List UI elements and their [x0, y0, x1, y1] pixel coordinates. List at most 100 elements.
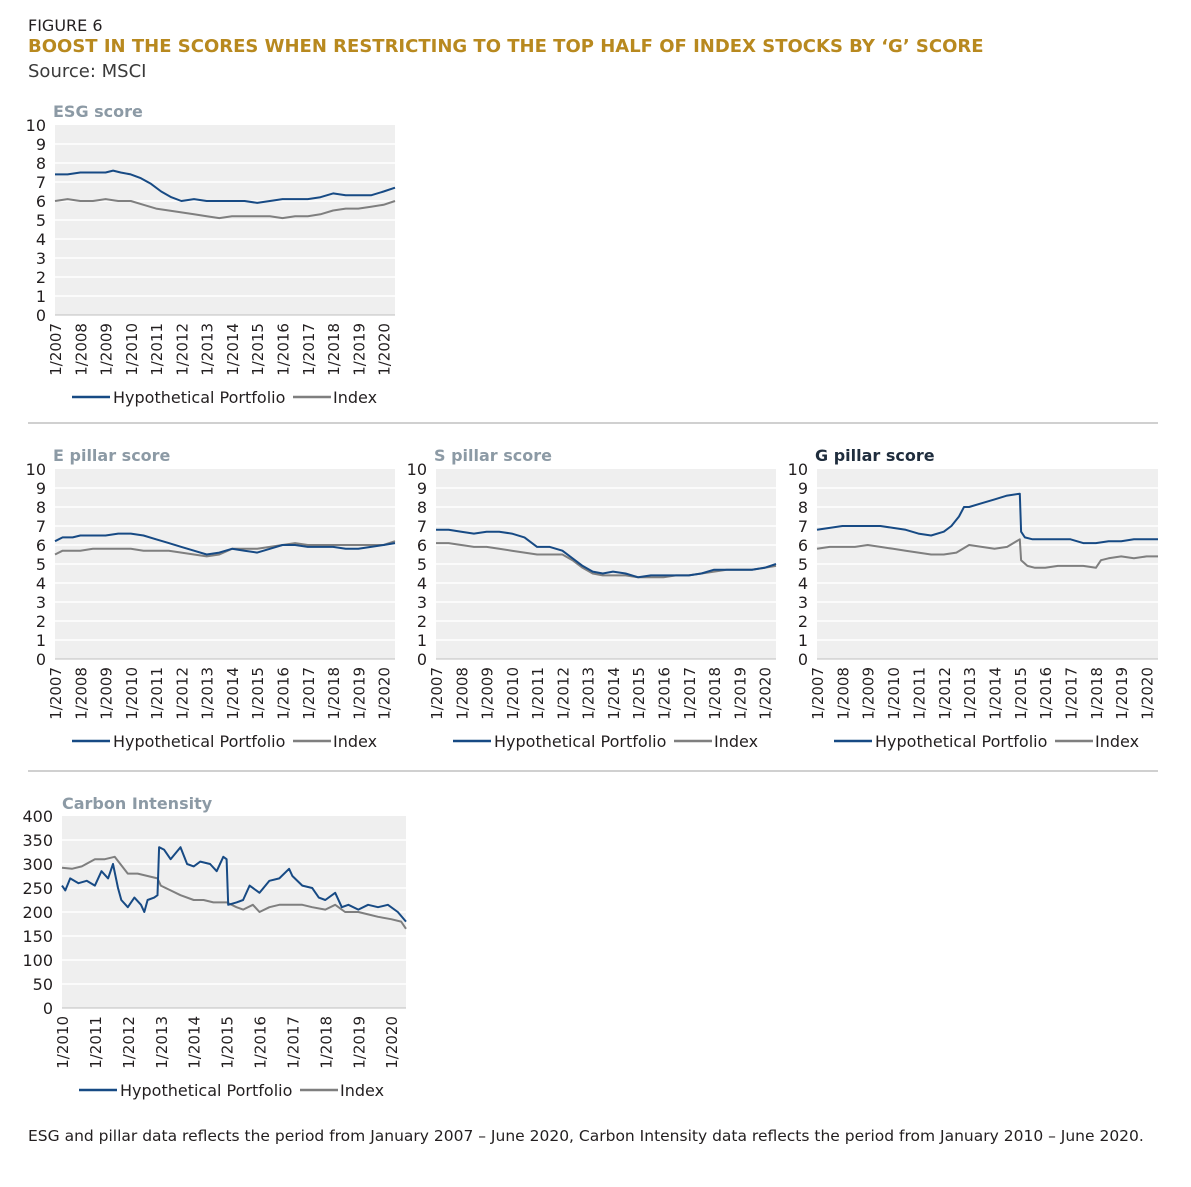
esg-y-tick-label: 7 — [36, 173, 46, 192]
g-legend-portfolio-label: Hypothetical Portfolio — [875, 732, 1047, 751]
g-y-tick-label: 4 — [798, 574, 808, 593]
s-y-tick-label: 1 — [417, 631, 427, 650]
g-x-tick-label: 1/2010 — [885, 667, 903, 720]
s-y-tick-label: 7 — [417, 517, 427, 536]
e-y-tick-label: 4 — [36, 574, 46, 593]
e-x-tick-label: 1/2014 — [224, 667, 242, 720]
e-x-tick-label: 1/2017 — [300, 667, 318, 720]
s-y-tick-label: 5 — [417, 555, 427, 574]
carbon-x-tick-label: 1/2012 — [120, 1016, 138, 1069]
g-x-tick-label: 1/2016 — [1037, 667, 1055, 720]
g-series-index-line — [816, 538, 1158, 569]
carbon-y-tick-label: 250 — [22, 879, 53, 898]
esg-x-tick-label: 1/2007 — [47, 323, 65, 376]
section-divider — [28, 422, 1158, 424]
g-series-portfolio-line — [816, 492, 1158, 545]
carbon-x-tick-label: 1/2018 — [317, 1016, 335, 1069]
carbon-x-tick-label: 1/2011 — [87, 1016, 105, 1069]
s-x-tick-label: 1/2013 — [580, 667, 598, 720]
esg-y-tick-label: 0 — [36, 306, 46, 325]
g-x-tick-label: 1/2020 — [1139, 667, 1157, 720]
g-x-tick-label: 1/2014 — [986, 667, 1004, 720]
s-x-tick-label: 1/2017 — [681, 667, 699, 720]
g-x-tick-label: 1/2009 — [860, 667, 878, 720]
s-series-portfolio-line — [436, 528, 777, 579]
carbon-x-tick-label: 1/2020 — [383, 1016, 401, 1069]
e-chart-title: E pillar score — [53, 446, 171, 465]
e-y-tick-label: 8 — [36, 498, 46, 517]
e-x-tick-label: 1/2018 — [325, 667, 343, 720]
s-x-tick-label: 1/2019 — [731, 667, 749, 720]
g-y-tick-label: 7 — [798, 517, 808, 536]
s-y-tick-label: 3 — [417, 593, 427, 612]
esg-y-tick-label: 5 — [36, 211, 46, 230]
s-x-tick-label: 1/2015 — [630, 667, 648, 720]
g-legend-index-label: Index — [1095, 732, 1139, 751]
g-y-tick-label: 0 — [798, 650, 808, 669]
carbon-x-tick-label: 1/2019 — [350, 1016, 368, 1069]
esg-legend-index-label: Index — [333, 388, 377, 407]
s-x-tick-label: 1/2007 — [428, 667, 446, 720]
esg-y-tick-label: 4 — [36, 230, 46, 249]
esg-x-tick-label: 1/2020 — [376, 323, 394, 376]
g-y-tick-label: 9 — [798, 479, 808, 498]
g-y-tick-label: 1 — [798, 631, 808, 650]
esg-y-tick-label: 10 — [26, 116, 46, 135]
esg-chart-title: ESG score — [53, 102, 143, 121]
carbon-x-tick-label: 1/2013 — [153, 1016, 171, 1069]
g-x-tick-label: 1/2018 — [1088, 667, 1106, 720]
carbon-chart-title: Carbon Intensity — [62, 794, 213, 813]
figure-title: BOOST IN THE SCORES WHEN RESTRICTING TO … — [28, 36, 984, 57]
s-x-tick-label: 1/2014 — [605, 667, 623, 720]
section-divider — [28, 770, 1158, 772]
esg-x-tick-label: 1/2011 — [148, 323, 166, 376]
esg-x-tick-label: 1/2015 — [249, 323, 267, 376]
s-x-tick-label: 1/2008 — [453, 667, 471, 720]
g-x-tick-label: 1/2013 — [961, 667, 979, 720]
carbon-x-tick-label: 1/2016 — [252, 1016, 270, 1069]
esg-y-tick-label: 2 — [36, 268, 46, 287]
esg-legend-portfolio-label: Hypothetical Portfolio — [113, 388, 285, 407]
e-y-tick-label: 0 — [36, 650, 46, 669]
s-legend-index-label: Index — [714, 732, 758, 751]
carbon-y-tick-label: 0 — [43, 999, 53, 1018]
esg-y-tick-label: 6 — [36, 192, 46, 211]
g-y-tick-label: 5 — [798, 555, 808, 574]
g-y-tick-label: 10 — [788, 460, 808, 479]
e-y-tick-label: 9 — [36, 479, 46, 498]
e-x-tick-label: 1/2019 — [350, 667, 368, 720]
e-x-tick-label: 1/2012 — [173, 667, 191, 720]
e-x-tick-label: 1/2011 — [148, 667, 166, 720]
s-x-tick-label: 1/2018 — [706, 667, 724, 720]
e-x-tick-label: 1/2013 — [199, 667, 217, 720]
g-x-tick-label: 1/2019 — [1113, 667, 1131, 720]
s-x-tick-label: 1/2009 — [479, 667, 497, 720]
esg-x-tick-label: 1/2014 — [224, 323, 242, 376]
s-y-tick-label: 0 — [417, 650, 427, 669]
carbon-x-tick-label: 1/2014 — [186, 1016, 204, 1069]
e-y-tick-label: 6 — [36, 536, 46, 555]
g-x-tick-label: 1/2017 — [1063, 667, 1081, 720]
esg-x-tick-label: 1/2012 — [173, 323, 191, 376]
g-x-tick-label: 1/2007 — [809, 667, 827, 720]
e-x-tick-label: 1/2020 — [376, 667, 394, 720]
footnote: ESG and pillar data reflects the period … — [28, 1127, 1144, 1145]
e-x-tick-label: 1/2007 — [47, 667, 65, 720]
esg-x-tick-label: 1/2017 — [300, 323, 318, 376]
g-y-tick-label: 8 — [798, 498, 808, 517]
e-y-tick-label: 7 — [36, 517, 46, 536]
s-legend-portfolio-label: Hypothetical Portfolio — [494, 732, 666, 751]
e-x-tick-label: 1/2008 — [72, 667, 90, 720]
carbon-legend-index-label: Index — [340, 1081, 384, 1100]
g-y-tick-label: 3 — [798, 593, 808, 612]
carbon-x-tick-label: 1/2010 — [54, 1016, 72, 1069]
esg-x-tick-label: 1/2013 — [199, 323, 217, 376]
esg-x-tick-label: 1/2019 — [350, 323, 368, 376]
e-legend-portfolio-label: Hypothetical Portfolio — [113, 732, 285, 751]
esg-x-tick-label: 1/2010 — [123, 323, 141, 376]
s-y-tick-label: 6 — [417, 536, 427, 555]
g-x-tick-label: 1/2011 — [910, 667, 928, 720]
e-x-tick-label: 1/2009 — [98, 667, 116, 720]
esg-x-tick-label: 1/2016 — [275, 323, 293, 376]
esg-y-tick-label: 9 — [36, 135, 46, 154]
